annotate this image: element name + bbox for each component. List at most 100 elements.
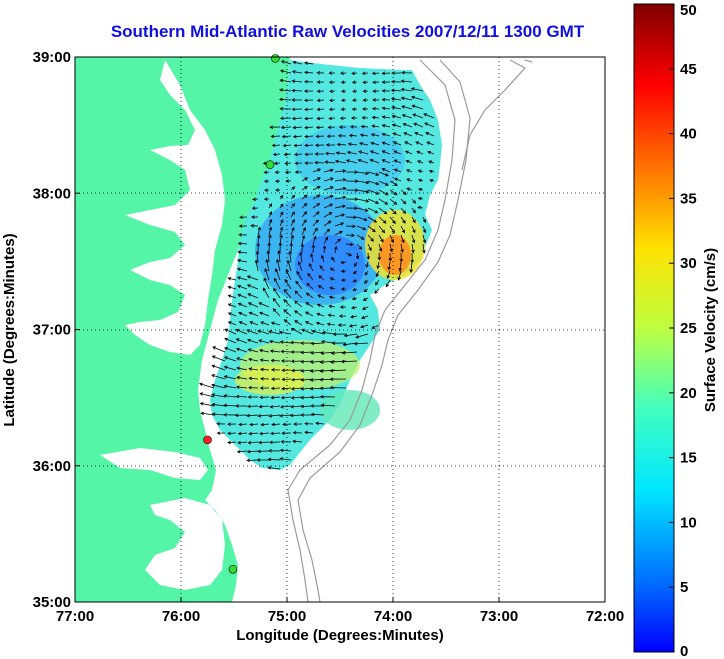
velocity-vector <box>248 357 259 362</box>
velocity-vector <box>357 158 369 164</box>
velocity-vector <box>258 404 270 409</box>
velocity-vector <box>400 96 413 101</box>
velocity-vector <box>376 261 381 270</box>
velocity-vector <box>270 134 281 139</box>
velocity-vector <box>271 422 281 427</box>
velocity-vector <box>389 189 398 196</box>
velocity-vector <box>323 228 331 236</box>
velocity-vector <box>279 69 292 74</box>
velocity-vector <box>312 194 321 200</box>
velocity-vector <box>391 123 402 128</box>
velocity-vector <box>263 197 270 201</box>
velocity-vector <box>304 107 314 112</box>
velocity-vector <box>411 104 424 110</box>
velocity-vector <box>352 279 358 283</box>
velocity-vector <box>363 288 369 293</box>
colorbar-tick-label: 40 <box>680 126 697 143</box>
velocity-vector <box>340 296 347 300</box>
velocity-vector <box>339 116 347 120</box>
velocity-vector <box>340 89 347 93</box>
velocity-vector <box>389 225 395 234</box>
velocity-vector <box>401 105 413 110</box>
x-axis-label: Longitude (Degrees:Minutes) <box>236 627 444 644</box>
velocity-vector <box>271 143 281 148</box>
velocity-vector <box>331 256 336 263</box>
colorbar-tick-label: 45 <box>680 61 697 78</box>
pamlico-sound <box>145 498 225 590</box>
velocity-vector <box>349 125 358 129</box>
velocity-vector <box>323 177 334 182</box>
velocity-vector <box>247 302 259 308</box>
velocity-vector <box>270 431 281 436</box>
velocity-vector <box>199 392 215 398</box>
velocity-vector <box>416 150 424 155</box>
velocity-vector <box>316 80 325 84</box>
velocity-vector <box>322 245 327 254</box>
velocity-vector <box>223 365 237 371</box>
radar-site-marker <box>271 54 280 63</box>
velocity-vector <box>315 134 325 139</box>
velocity-vector <box>216 431 226 435</box>
velocity-vector <box>422 234 427 244</box>
velocity-vector <box>279 457 292 461</box>
velocity-vector <box>270 321 281 326</box>
velocity-vector <box>334 159 347 164</box>
velocity-vector <box>361 116 369 120</box>
velocity-vector <box>367 171 380 176</box>
velocity-vector <box>285 269 292 281</box>
velocity-vector <box>404 150 413 155</box>
velocity-vector <box>402 123 413 128</box>
velocity-vector <box>375 270 380 278</box>
velocity-vector <box>375 279 380 286</box>
velocity-vector <box>334 204 346 209</box>
velocity-vector <box>320 254 325 263</box>
velocity-vector <box>356 225 367 231</box>
velocity-vector <box>334 222 345 227</box>
velocity-vector <box>389 207 397 215</box>
velocity-vector <box>355 252 360 260</box>
velocity-vector <box>251 206 259 210</box>
velocity-vector <box>381 71 391 76</box>
velocity-vector <box>345 233 355 238</box>
velocity-vector <box>276 258 281 272</box>
velocity-vector <box>268 203 273 209</box>
velocity-vector <box>345 224 357 229</box>
velocity-vector <box>303 79 314 84</box>
velocity-vector <box>300 350 314 355</box>
velocity-vector <box>401 70 413 75</box>
velocity-vector <box>267 242 271 254</box>
velocity-field <box>198 60 442 470</box>
velocity-vector <box>284 170 292 174</box>
velocity-vector <box>356 243 363 250</box>
velocity-vector <box>417 205 424 210</box>
velocity-vector <box>290 226 295 236</box>
velocity-vector <box>367 216 378 223</box>
velocity-vector <box>198 382 215 389</box>
velocity-vector <box>291 79 303 84</box>
velocity-vector <box>281 134 292 139</box>
velocity-vector <box>429 178 435 183</box>
velocity-vector <box>270 395 281 400</box>
velocity-vector <box>304 152 314 157</box>
velocity-vector <box>304 134 314 139</box>
velocity-vector <box>300 369 314 373</box>
velocity-vector <box>320 403 336 408</box>
colorbar: 0 5 10 15 20 25 30 35 40 45 50 Surface Velocity (c… <box>633 2 719 659</box>
velocity-vector <box>332 332 347 336</box>
velocity-vector <box>355 333 369 339</box>
radar-site-marker <box>203 435 212 445</box>
velocity-vector <box>358 150 369 155</box>
velocity-vector <box>351 80 358 84</box>
velocity-vector <box>377 252 382 261</box>
velocity-vector <box>315 421 325 426</box>
velocity-vector <box>314 160 325 165</box>
velocity-vector <box>312 186 321 191</box>
velocity-vector <box>280 60 292 65</box>
velocity-vector <box>381 124 391 128</box>
colorbar-tick-label: 50 <box>680 2 697 19</box>
velocity-vector <box>237 440 248 445</box>
velocity-vector <box>300 413 313 417</box>
velocity-vector <box>258 302 270 308</box>
velocity-vector <box>263 287 270 299</box>
velocity-vector <box>316 107 325 112</box>
